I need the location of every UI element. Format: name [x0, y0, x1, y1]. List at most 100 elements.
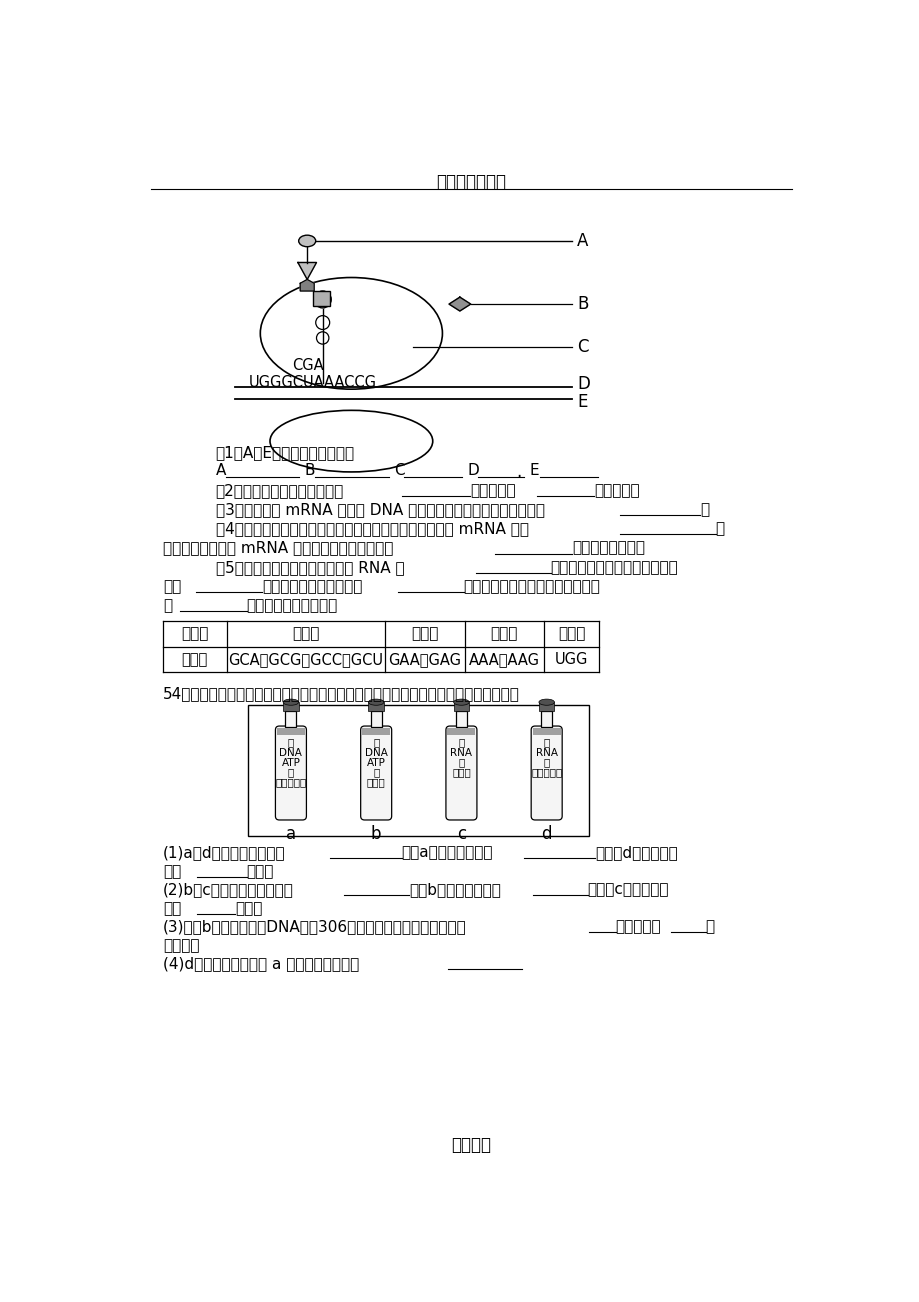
- Text: RNA: RNA: [450, 747, 472, 758]
- Text: 核苷酸: 核苷酸: [367, 777, 385, 788]
- Text: A: A: [576, 232, 587, 250]
- Text: D: D: [467, 464, 479, 478]
- Text: B: B: [304, 464, 315, 478]
- FancyBboxPatch shape: [530, 727, 562, 820]
- FancyBboxPatch shape: [275, 727, 306, 820]
- Text: 酶: 酶: [288, 768, 294, 777]
- Text: UGG: UGG: [554, 652, 587, 667]
- Text: 谷氨酸: 谷氨酸: [411, 626, 438, 642]
- Text: 54、下图为一组模拟实验，假设实验能正常进行，四个试管内都有产物生成，请回答：: 54、下图为一组模拟实验，假设实验能正常进行，四个试管内都有产物生成，请回答：: [163, 686, 519, 700]
- Text: GAA、GAG: GAA、GAG: [388, 652, 461, 667]
- Text: (4)d试管中加入的酶比 a 试管加入的酶多了: (4)d试管中加入的酶比 a 试管加入的酶多了: [163, 956, 359, 971]
- Text: 过程；d试管内模拟: 过程；d试管内模拟: [595, 845, 677, 861]
- Text: 酶: 酶: [458, 758, 464, 768]
- Text: 酶: 酶: [543, 758, 550, 768]
- Text: C: C: [393, 464, 404, 478]
- Bar: [540, 711, 551, 727]
- Text: 加: 加: [458, 738, 464, 747]
- Text: （1）A～E结构的名称分别是：: （1）A～E结构的名称分别是：: [216, 445, 355, 460]
- Text: d: d: [541, 825, 551, 844]
- Text: 。: 。: [699, 503, 709, 517]
- Text: DNA: DNA: [364, 747, 387, 758]
- Text: AAA、AAG: AAA、AAG: [468, 652, 539, 667]
- Text: 的是: 的是: [163, 901, 181, 915]
- Text: 脱氧核苷酸: 脱氧核苷酸: [530, 768, 562, 777]
- Text: 是: 是: [163, 598, 172, 613]
- Bar: [312, 290, 329, 306]
- Text: 加: 加: [288, 738, 294, 747]
- Polygon shape: [300, 280, 313, 290]
- Text: D: D: [576, 375, 589, 393]
- Text: （2）上图表示蛋白质合成中的: （2）上图表示蛋白质合成中的: [216, 483, 344, 497]
- FancyBboxPatch shape: [360, 727, 391, 820]
- Text: （5）参与该段多肽链合成的转运 RNA 有: （5）参与该段多肽链合成的转运 RNA 有: [216, 560, 404, 574]
- Text: b: b: [370, 825, 381, 844]
- Text: B: B: [576, 296, 587, 312]
- FancyBboxPatch shape: [446, 727, 476, 820]
- Text: 密码子。: 密码子。: [163, 937, 199, 953]
- Bar: [248, 706, 589, 836]
- Text: 过程，c试管内模拟: 过程，c试管内模拟: [587, 883, 668, 897]
- Bar: [456, 711, 466, 727]
- Bar: [447, 728, 475, 734]
- Text: （3）由图中的 mRNA 链可知 DNA 分子中模板链上对应的碱基序列为: （3）由图中的 mRNA 链可知 DNA 分子中模板链上对应的碱基序列为: [216, 503, 544, 517]
- FancyArrow shape: [283, 702, 299, 711]
- Text: a: a: [286, 825, 296, 844]
- Text: 个碱基，有: 个碱基，有: [615, 919, 661, 935]
- Text: 列顺序决定的，而 mRNA 上的这种顺序是由基因的: 列顺序决定的，而 mRNA 上的这种顺序是由基因的: [163, 540, 393, 556]
- Text: 高中生物必修二: 高中生物必修二: [436, 173, 506, 191]
- Ellipse shape: [368, 699, 383, 706]
- Text: GCA、GCG、GCC、GCU: GCA、GCG、GCC、GCU: [228, 652, 383, 667]
- FancyArrow shape: [539, 702, 554, 711]
- Text: ，但b试管内模拟的是: ，但b试管内模拟的是: [409, 883, 501, 897]
- Circle shape: [313, 290, 331, 309]
- Text: 过程。: 过程。: [246, 863, 274, 879]
- Text: 酶: 酶: [372, 768, 379, 777]
- Text: E: E: [529, 464, 539, 478]
- Bar: [532, 728, 560, 734]
- Bar: [370, 711, 381, 727]
- Bar: [277, 728, 304, 734]
- Text: 排列顺序决定的。: 排列顺序决定的。: [572, 540, 644, 556]
- Text: 排: 排: [715, 521, 724, 536]
- Text: 核苷酸: 核苷酸: [451, 768, 471, 777]
- Ellipse shape: [299, 236, 315, 246]
- Ellipse shape: [283, 699, 299, 706]
- Text: E: E: [576, 393, 586, 411]
- Text: 加: 加: [543, 738, 550, 747]
- Text: CGA: CGA: [291, 358, 323, 372]
- Text: A: A: [216, 464, 226, 478]
- Text: 赖氨酸: 赖氨酸: [490, 626, 517, 642]
- Polygon shape: [298, 263, 316, 280]
- FancyArrow shape: [453, 702, 469, 711]
- Text: c: c: [457, 825, 466, 844]
- Text: 色氨酸: 色氨酸: [557, 626, 584, 642]
- Bar: [285, 711, 296, 727]
- Text: ATP: ATP: [281, 758, 300, 768]
- Text: RNA: RNA: [535, 747, 557, 758]
- Bar: [362, 728, 390, 734]
- Text: 的是: 的是: [163, 863, 181, 879]
- Text: 氨基酸: 氨基酸: [181, 626, 209, 642]
- Text: .: .: [516, 464, 521, 482]
- Text: 生物必修: 生物必修: [451, 1135, 491, 1154]
- Ellipse shape: [453, 699, 469, 706]
- Text: 。相关密码子见下表：: 。相关密码子见下表：: [246, 598, 337, 613]
- FancyArrow shape: [368, 702, 383, 711]
- Ellipse shape: [539, 699, 554, 706]
- Text: 个，图示中一个正被运载的氨基: 个，图示中一个正被运载的氨基: [550, 560, 677, 574]
- Text: (2)b、c两试管内的产物都是: (2)b、c两试管内的产物都是: [163, 883, 293, 897]
- Text: （4）该图表明图中所合成的蛋白质的氨基酸排列顺序是由 mRNA 上的: （4）该图表明图中所合成的蛋白质的氨基酸排列顺序是由 mRNA 上的: [216, 521, 528, 536]
- Text: 脱氧核苷酸: 脱氧核苷酸: [275, 777, 306, 788]
- Text: (3)假如b试管中加入的DNA含有306个碱基，那么产物中最多含有: (3)假如b试管中加入的DNA含有306个碱基，那么产物中最多含有: [163, 919, 466, 935]
- Text: (1)a、d两试管内的产物是: (1)a、d两试管内的产物是: [163, 845, 286, 861]
- Text: 酸是: 酸是: [163, 579, 181, 594]
- Text: 个: 个: [705, 919, 714, 935]
- Text: DNA: DNA: [279, 747, 302, 758]
- Text: 过程；: 过程；: [235, 901, 262, 915]
- Text: 过程，是在: 过程，是在: [470, 483, 515, 497]
- Text: 加: 加: [372, 738, 379, 747]
- Text: ，其后将要连接上去的一个氨基酸: ，其后将要连接上去的一个氨基酸: [463, 579, 600, 594]
- Polygon shape: [448, 297, 471, 311]
- Text: 密码子: 密码子: [182, 652, 208, 667]
